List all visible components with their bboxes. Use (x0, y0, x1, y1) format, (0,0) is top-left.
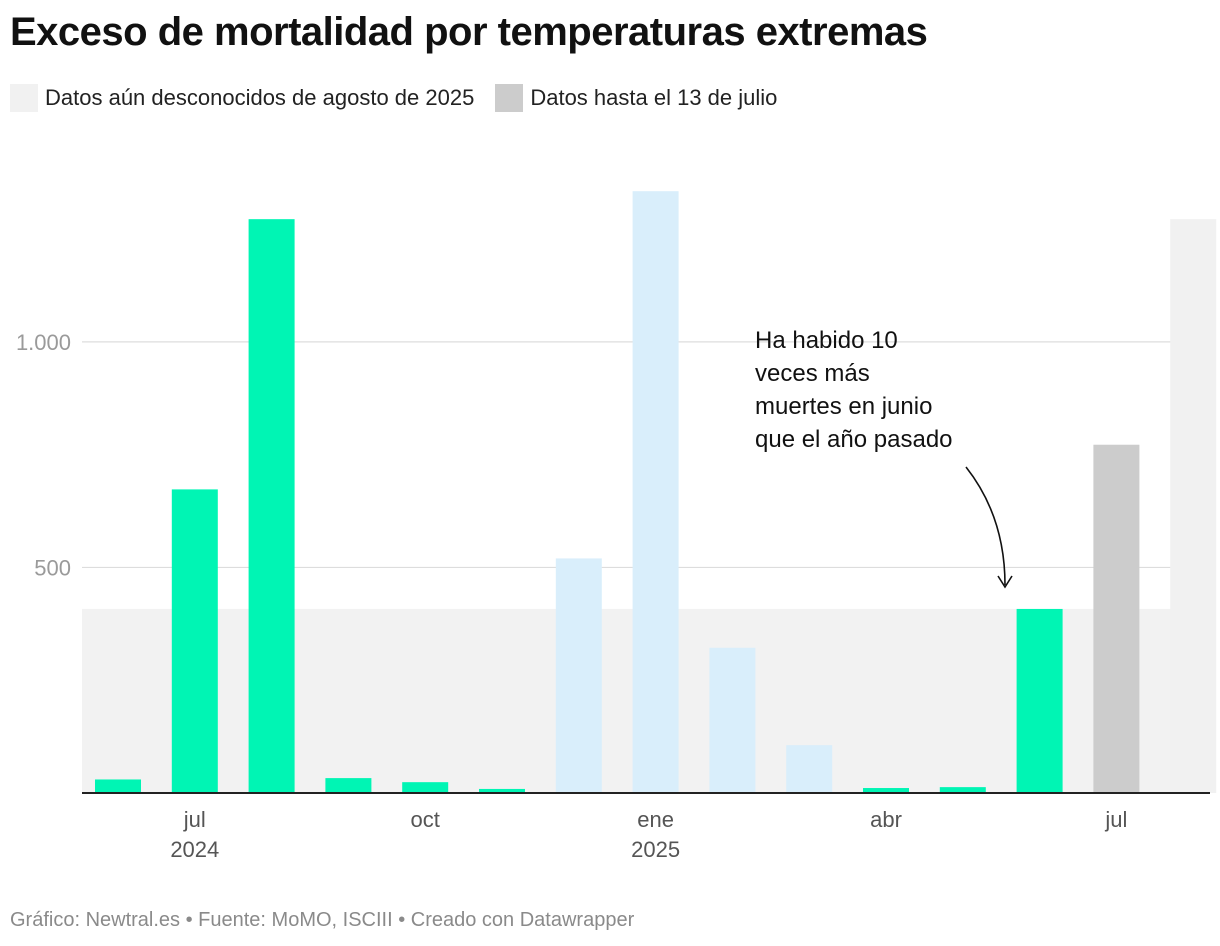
x-tick-label: oct (411, 807, 440, 832)
legend-label-partial: Datos hasta el 13 de julio (530, 85, 778, 110)
annotation-arrow-head (997, 575, 1013, 589)
legend-swatch-partial (495, 84, 524, 112)
bar (248, 219, 295, 794)
bar (939, 787, 986, 793)
annotation-line: veces más (755, 360, 870, 387)
y-tick-label: 1.000 (16, 330, 71, 355)
annotation-line: Ha habido 10 (755, 327, 898, 354)
bar (325, 778, 372, 793)
bar (1093, 444, 1140, 793)
bar (786, 745, 833, 793)
x-tick-label: abr (870, 807, 902, 832)
x-tick-label: jul (1104, 807, 1127, 832)
x-tick-label: ene (637, 807, 674, 832)
bar (555, 558, 602, 793)
legend-swatch-unknown (10, 84, 38, 112)
bar (95, 779, 141, 793)
x-axis-ticks: jul 2024 oct ene 2025 abr jul (170, 807, 1127, 862)
bars (95, 191, 1217, 794)
bar (709, 647, 756, 793)
legend-item-partial: Datos hasta el 13 de julio (495, 84, 777, 112)
bar (479, 788, 525, 793)
x-tick-label: jul (183, 807, 206, 832)
bar (863, 788, 909, 793)
chart-title: Exceso de mortalidad por temperaturas ex… (10, 10, 928, 54)
bar (1016, 608, 1063, 793)
annotation-text: Ha habido 10 veces más muertes en junio … (755, 324, 1015, 456)
annotation-arrow (965, 466, 1006, 586)
bar (171, 489, 218, 793)
bar (1170, 219, 1217, 794)
bar (632, 191, 679, 793)
bar (402, 782, 449, 793)
annotation-line: muertes en junio (755, 393, 933, 420)
legend-item-unknown: Datos aún desconocidos de agosto de 2025 (10, 84, 474, 112)
y-tick-label: 500 (34, 555, 71, 580)
x-tick-year-label: 2024 (170, 837, 219, 862)
footer-credits: Gráfico: Newtral.es • Fuente: MoMO, ISCI… (10, 909, 635, 931)
legend-label-unknown: Datos aún desconocidos de agosto de 2025 (45, 85, 475, 110)
x-tick-year-label: 2025 (631, 837, 680, 862)
legend: Datos aún desconocidos de agosto de 2025… (10, 84, 798, 112)
annotation-line: que el año pasado (755, 426, 953, 453)
